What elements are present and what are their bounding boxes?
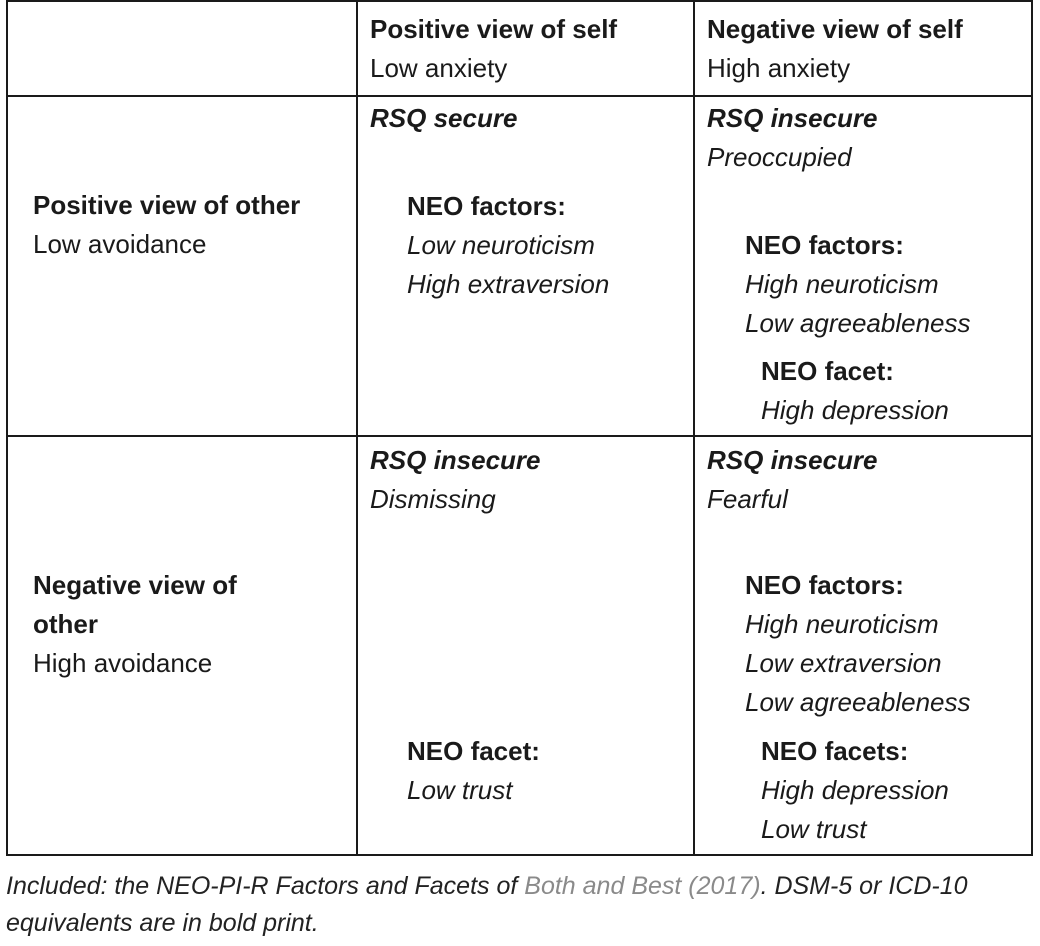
attachment-style: Fearful <box>707 484 788 514</box>
row1-sub: Low avoidance <box>33 229 207 259</box>
table-border-col1 <box>356 0 358 856</box>
attachment-table: Positive view of self Low anxiety Negati… <box>6 0 1033 856</box>
row2-label: Negative view of other High avoidance <box>33 566 237 683</box>
rsq-label: RSQ insecure <box>707 103 878 133</box>
header-col2-title: Negative view of self <box>707 14 963 44</box>
neo-factor-item: High neuroticism <box>745 269 939 299</box>
neo-facet-item: High depression <box>761 395 949 425</box>
row2-col2-factors: NEO factors: High neuroticism Low extrav… <box>745 566 971 722</box>
neo-facets-label: NEO facet: <box>407 736 540 766</box>
caption-prefix: Included: the NEO-PI-R Factors and Facet… <box>6 872 525 900</box>
table-border-header <box>6 95 1033 97</box>
header-col1: Positive view of self Low anxiety <box>370 10 617 88</box>
neo-factor-item: High extraversion <box>407 269 610 299</box>
row2-col2-rsq: RSQ insecure Fearful <box>707 441 878 519</box>
table-border-middle <box>6 435 1033 437</box>
caption-reference-link[interactable]: Both and Best (2017) <box>524 872 761 900</box>
neo-facet-item: Low trust <box>761 814 867 844</box>
row1-col2-rsq: RSQ insecure Preoccupied <box>707 99 878 177</box>
header-col2: Negative view of self High anxiety <box>707 10 963 88</box>
attachment-style: Dismissing <box>370 484 496 514</box>
row2-col1-rsq: RSQ insecure Dismissing <box>370 441 541 519</box>
header-col1-title: Positive view of self <box>370 14 618 44</box>
neo-facet-item: Low trust <box>407 775 513 805</box>
attachment-style: Preoccupied <box>707 142 852 172</box>
row1-col1-rsq: RSQ secure <box>370 99 517 138</box>
header-col1-sub: Low anxiety <box>370 53 508 83</box>
neo-facets-label: NEO facet: <box>761 356 894 386</box>
header-col2-sub: High anxiety <box>707 53 851 83</box>
table-border-bottom <box>6 854 1033 856</box>
row1-col1-factors: NEO factors: Low neuroticism High extrav… <box>407 187 609 304</box>
neo-factors-label: NEO factors: <box>745 230 904 260</box>
row2-title-line2: other <box>33 609 98 639</box>
table-border-right <box>1031 0 1033 856</box>
neo-factor-item: Low agreeableness <box>745 687 971 717</box>
row1-col2-facets: NEO facet: High depression <box>761 352 949 430</box>
rsq-label: RSQ insecure <box>370 445 541 475</box>
caption-suffix: . DSM-5 or ICD-10 equivalents are in bol… <box>6 872 968 937</box>
neo-facet-item: High depression <box>761 775 949 805</box>
neo-factor-item: Low neuroticism <box>407 230 595 260</box>
row2-col2-facets: NEO facets: High depression Low trust <box>761 732 949 849</box>
neo-factor-item: Low agreeableness <box>745 308 971 338</box>
neo-facets-label: NEO facets: <box>761 736 909 766</box>
row2-title-line1: Negative view of <box>33 570 237 600</box>
rsq-label: RSQ secure <box>370 103 518 133</box>
table-border-top <box>6 0 1033 2</box>
row1-label: Positive view of other Low avoidance <box>33 186 300 264</box>
rsq-label: RSQ insecure <box>707 445 878 475</box>
neo-factor-item: High neuroticism <box>745 609 939 639</box>
table-border-left <box>6 0 8 856</box>
neo-factors-label: NEO factors: <box>407 191 566 221</box>
table-caption: Included: the NEO-PI-R Factors and Facet… <box>6 868 1036 942</box>
row1-col2-factors: NEO factors: High neuroticism Low agreea… <box>745 226 971 343</box>
row2-sub: High avoidance <box>33 648 213 678</box>
row1-title: Positive view of other <box>33 190 301 220</box>
neo-factors-label: NEO factors: <box>745 570 904 600</box>
row2-col1-facets: NEO facet: Low trust <box>407 732 540 810</box>
table-border-col2 <box>693 0 695 856</box>
neo-factor-item: Low extraversion <box>745 648 942 678</box>
